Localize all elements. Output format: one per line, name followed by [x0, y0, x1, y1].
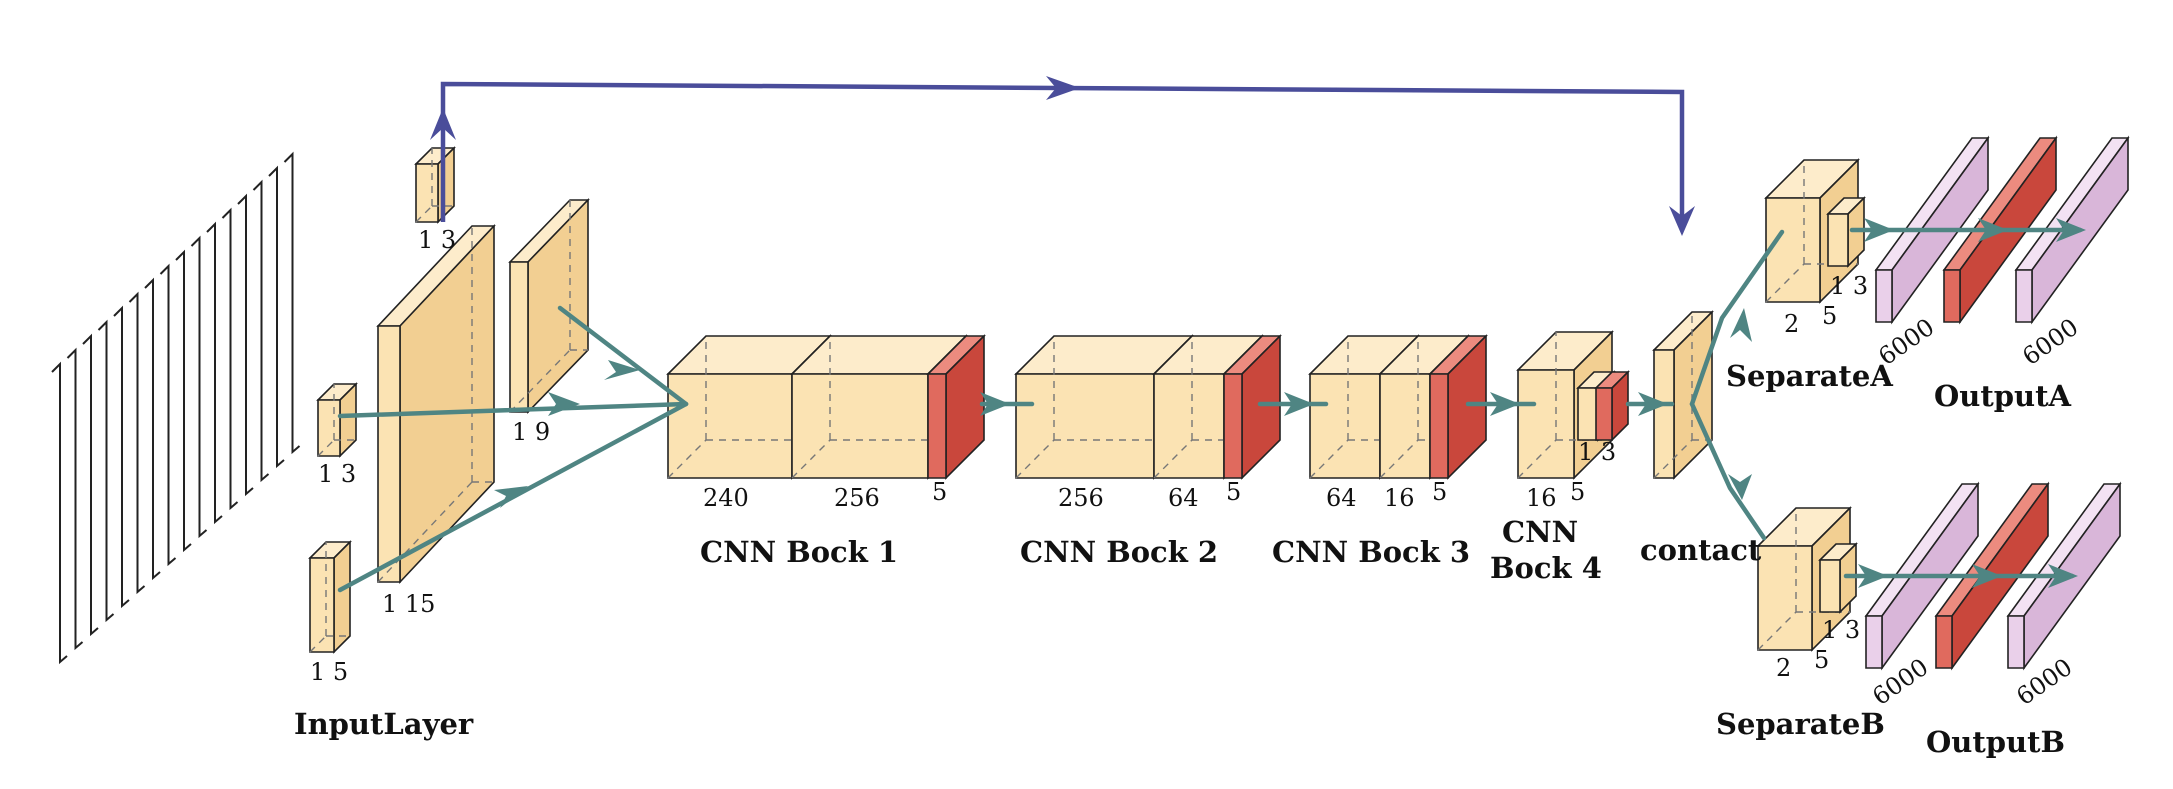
cnn2-dim-3: 5 [1226, 478, 1241, 506]
waveform-line [237, 193, 254, 497]
cnn2-dim-1: 256 [1058, 484, 1104, 512]
input-waveform [51, 151, 301, 665]
separateB-dim-1: 2 [1776, 654, 1791, 682]
cnn4-title-line1: CNN [1502, 515, 1578, 549]
input-small-block-top [414, 146, 456, 224]
cnn2-dim-2: 64 [1168, 484, 1199, 512]
waveform-line [144, 277, 161, 581]
contact-block [1652, 310, 1714, 480]
input-small-block-bottom [308, 540, 352, 654]
cnn4-dim-1: 16 [1526, 484, 1557, 512]
cnn4-small-red [1594, 370, 1630, 442]
cnn3-title: CNN Bock 3 [1272, 535, 1470, 569]
input-big-block-label: 1 15 [382, 590, 435, 618]
separateA-title: SeparateA [1726, 359, 1893, 393]
input-big-slab [376, 223, 496, 585]
split-arrows [1689, 229, 1785, 541]
input-arrows [337, 305, 689, 593]
cnn3-dim-2: 16 [1384, 484, 1415, 512]
waveform-line [221, 207, 239, 511]
cnn2-red-block [1222, 334, 1282, 480]
cnn2-title: CNN Bock 2 [1020, 535, 1218, 569]
waveform-line [51, 361, 68, 665]
separateB-title: SeparateB [1716, 707, 1885, 741]
waveform-line [283, 151, 301, 455]
separateB-dim-2: 5 [1814, 646, 1829, 674]
input-layer-title: InputLayer [294, 707, 474, 741]
waveform-line [159, 263, 177, 567]
waveform-line [113, 305, 130, 609]
outputB-title: OutputB [1926, 725, 2065, 759]
separateA-dim-3: 1 3 [1830, 272, 1868, 300]
cnn3-dim-3: 5 [1432, 478, 1447, 506]
separateB-dim-3: 1 3 [1822, 616, 1860, 644]
contact-title: contact [1640, 533, 1762, 567]
small-block-label-mid: 1 3 [318, 460, 356, 488]
input-side-slab [508, 198, 590, 414]
cnn4-dim-2: 5 [1570, 478, 1585, 506]
cnn1-red-block [926, 334, 986, 480]
outputA-title: OutputA [1934, 379, 2071, 413]
cnn1-dim-3: 5 [932, 478, 947, 506]
block-arrows [979, 392, 1675, 416]
small-block-label-top: 1 3 [418, 226, 456, 254]
waveform-line [252, 179, 270, 483]
input-side-block-label: 1 9 [512, 418, 550, 446]
small-block-label-bottom: 1 5 [310, 658, 348, 686]
layer-blocks [308, 135, 2130, 671]
cnn3-dim-1: 64 [1326, 484, 1357, 512]
cnn3-red-block [1428, 334, 1488, 480]
waveform-line [268, 165, 285, 469]
waveform-line [128, 291, 146, 595]
cnn1-dim-2: 256 [834, 484, 880, 512]
waveform-line [82, 333, 99, 637]
cnn1-dim-1: 240 [703, 484, 749, 512]
cnn1-title: CNN Bock 1 [700, 535, 898, 569]
waveform-line [206, 221, 223, 525]
waveform-line [175, 249, 192, 553]
separateA-dim-1: 2 [1784, 310, 1799, 338]
output-arrows [1843, 218, 2086, 588]
separateA-dim-2: 5 [1822, 302, 1837, 330]
cnn4-dim-3: 1 3 [1578, 438, 1616, 466]
waveform-line [97, 319, 115, 623]
waveform-line [66, 347, 84, 651]
skip-connection-arrow [430, 76, 1695, 236]
cnn4-title-line2: Bock 4 [1490, 551, 1602, 585]
waveform-line [190, 235, 208, 539]
input-small-block-mid [316, 382, 358, 458]
